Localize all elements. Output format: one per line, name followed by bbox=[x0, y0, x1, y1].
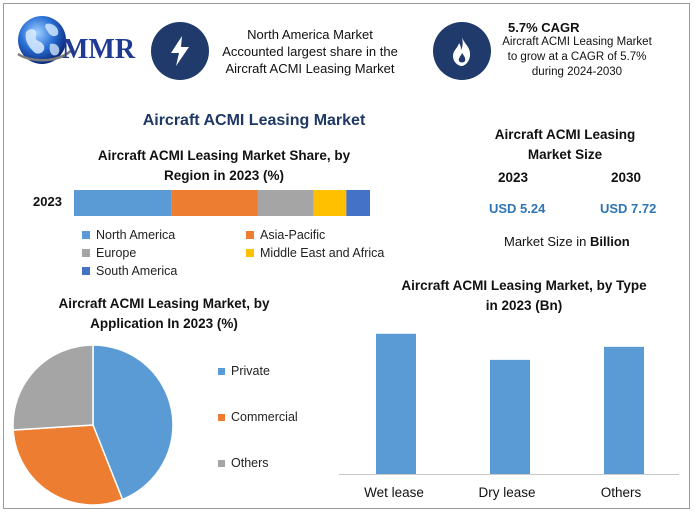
infographic-frame: MMR North America Market Accounted large… bbox=[3, 3, 690, 509]
region-chart-title-line-1: Aircraft ACMI Leasing Market Share, by bbox=[97, 148, 351, 163]
highlight1-line-1: North America Market bbox=[247, 27, 373, 42]
region-chart-title-line-2: Region in 2023 (%) bbox=[163, 168, 285, 183]
highlight1-line-2: Accounted largest share in the bbox=[222, 44, 398, 59]
market-size-value-2030: USD 7.72 bbox=[600, 201, 657, 216]
cagr-line-2: to grow at a CAGR of 5.7% bbox=[507, 51, 647, 63]
application-chart-title-line-1: Aircraft ACMI Leasing Market, by bbox=[58, 296, 270, 311]
cagr-line-3: during 2024-2030 bbox=[531, 66, 623, 78]
region-bar-segment-middle-east-and-africa bbox=[313, 190, 347, 216]
region-chart-title: Aircraft ACMI Leasing Market Share, by R… bbox=[54, 146, 394, 186]
pie-legend-label-others: Others bbox=[231, 456, 269, 470]
pie-legend-label-commercial: Commercial bbox=[231, 410, 298, 424]
market-size-title-line-1: Aircraft ACMI Leasing bbox=[494, 127, 636, 142]
pie-legend-swatch-private bbox=[218, 367, 225, 375]
legend-label-asia-pacific: Asia-Pacific bbox=[260, 228, 326, 242]
market-size-unit-prefix: Market Size in bbox=[504, 234, 590, 249]
globe-logo-icon bbox=[17, 16, 73, 64]
type-bar-dry-lease bbox=[490, 359, 530, 474]
type-bar-others bbox=[604, 346, 644, 474]
legend-label-middle-east-africa: Middle East and Africa bbox=[260, 246, 385, 260]
region-bar-segment-south-america bbox=[346, 190, 370, 216]
market-size-title: Aircraft ACMI Leasing Market Size bbox=[480, 125, 650, 165]
market-size-unit: Market Size in Billion bbox=[504, 234, 630, 249]
pie-slice-others bbox=[12, 344, 94, 431]
type-chart-title-line-2: in 2023 (Bn) bbox=[485, 298, 563, 313]
pie-legend-others: Others bbox=[218, 456, 269, 470]
pie-legend-swatch-others bbox=[218, 459, 225, 467]
type-x-label-wet-lease: Wet lease bbox=[364, 485, 424, 500]
pie-legend-commercial: Commercial bbox=[218, 410, 298, 424]
type-chart-title: Aircraft ACMI Leasing Market, by Type in… bbox=[374, 276, 674, 316]
lightning-bolt-icon bbox=[151, 22, 209, 80]
highlight-north-america: North America Market Accounted largest s… bbox=[210, 26, 410, 77]
cagr-line-1: Aircraft ACMI Leasing Market bbox=[502, 36, 652, 48]
type-chart-title-line-1: Aircraft ACMI Leasing Market, by Type bbox=[401, 278, 647, 293]
legend-north-america: North America bbox=[82, 228, 175, 242]
application-chart-title: Aircraft ACMI Leasing Market, by Applica… bbox=[24, 294, 304, 334]
pie-legend-label-private: Private bbox=[231, 364, 270, 378]
region-stacked-bar bbox=[74, 190, 370, 216]
pie-legend-swatch-commercial bbox=[218, 413, 225, 421]
legend-label-north-america: North America bbox=[96, 228, 176, 242]
market-size-value-2023: USD 5.24 bbox=[489, 201, 546, 216]
legend-label-europe: Europe bbox=[96, 246, 137, 260]
region-bar-segment-europe bbox=[257, 190, 314, 216]
legend-label-south-america: South America bbox=[96, 264, 178, 278]
type-x-label-dry-lease: Dry lease bbox=[478, 485, 536, 500]
main-title: Aircraft ACMI Leasing Market bbox=[142, 112, 366, 129]
market-size-year-2030: 2030 bbox=[611, 170, 642, 185]
pie-legend-private: Private bbox=[218, 364, 270, 378]
legend-south-america: South America bbox=[82, 264, 177, 278]
type-bar-wet-lease bbox=[376, 333, 416, 474]
legend-swatch-south-america bbox=[82, 267, 90, 275]
flame-icon bbox=[433, 22, 491, 80]
pie-slice-private bbox=[92, 344, 174, 501]
legend-asia-pacific: Asia-Pacific bbox=[246, 228, 325, 242]
legend-europe: Europe bbox=[82, 246, 136, 260]
application-chart-title-line-2: Application In 2023 (%) bbox=[90, 316, 238, 331]
legend-swatch-middle-east-africa bbox=[246, 249, 254, 257]
cagr-title: 5.7% CAGR bbox=[508, 20, 580, 35]
legend-middle-east-africa: Middle East and Africa bbox=[246, 246, 384, 260]
legend-swatch-asia-pacific bbox=[246, 231, 254, 239]
region-bar-segment-north-america bbox=[74, 190, 172, 216]
type-x-label-others: Others bbox=[600, 485, 642, 500]
type-bar-chart bbox=[339, 333, 679, 475]
market-size-title-line-2: Market Size bbox=[527, 147, 603, 162]
highlight-cagr: 5.7% CAGR Aircraft ACMI Leasing Market t… bbox=[490, 20, 664, 80]
highlight1-line-3: Aircraft ACMI Leasing Market bbox=[225, 61, 395, 76]
legend-swatch-north-america bbox=[82, 231, 90, 239]
application-pie-chart bbox=[12, 344, 174, 506]
pie-slice-commercial bbox=[12, 424, 124, 506]
market-size-unit-value: Billion bbox=[589, 234, 630, 249]
market-size-year-2023: 2023 bbox=[498, 170, 529, 185]
region-bar-segment-asia-pacific bbox=[171, 190, 258, 216]
region-bar-category-label: 2023 bbox=[33, 194, 62, 209]
logo-text: MMR bbox=[62, 34, 136, 65]
legend-swatch-europe bbox=[82, 249, 90, 257]
